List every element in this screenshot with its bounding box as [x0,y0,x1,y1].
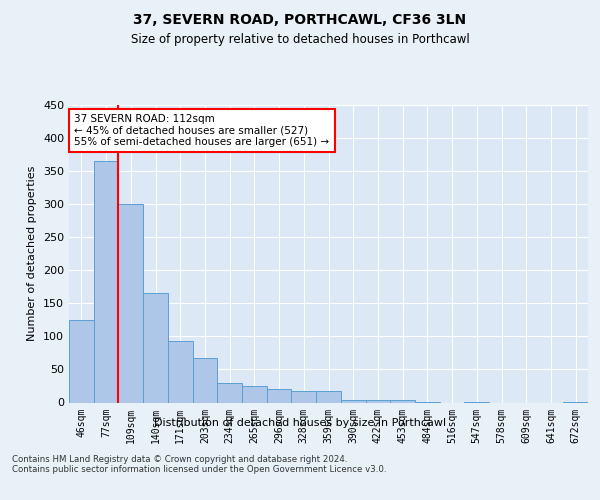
Text: Distribution of detached houses by size in Porthcawl: Distribution of detached houses by size … [154,418,446,428]
Bar [143,294,168,403]
Bar [94,161,118,402]
Bar [390,400,415,402]
Bar [292,390,316,402]
Text: Contains HM Land Registry data © Crown copyright and database right 2024.
Contai: Contains HM Land Registry data © Crown c… [12,455,386,474]
Bar [267,390,292,402]
Bar [341,400,365,402]
Bar [69,320,94,402]
Text: Size of property relative to detached houses in Porthcawl: Size of property relative to detached ho… [131,32,469,46]
Bar [168,341,193,402]
Bar [316,392,341,402]
Text: 37, SEVERN ROAD, PORTHCAWL, CF36 3LN: 37, SEVERN ROAD, PORTHCAWL, CF36 3LN [133,12,467,26]
Bar [365,400,390,402]
Bar [242,386,267,402]
Bar [193,358,217,403]
Bar [118,204,143,402]
Bar [217,382,242,402]
Text: 37 SEVERN ROAD: 112sqm
← 45% of detached houses are smaller (527)
55% of semi-de: 37 SEVERN ROAD: 112sqm ← 45% of detached… [74,114,329,147]
Y-axis label: Number of detached properties: Number of detached properties [28,166,37,342]
